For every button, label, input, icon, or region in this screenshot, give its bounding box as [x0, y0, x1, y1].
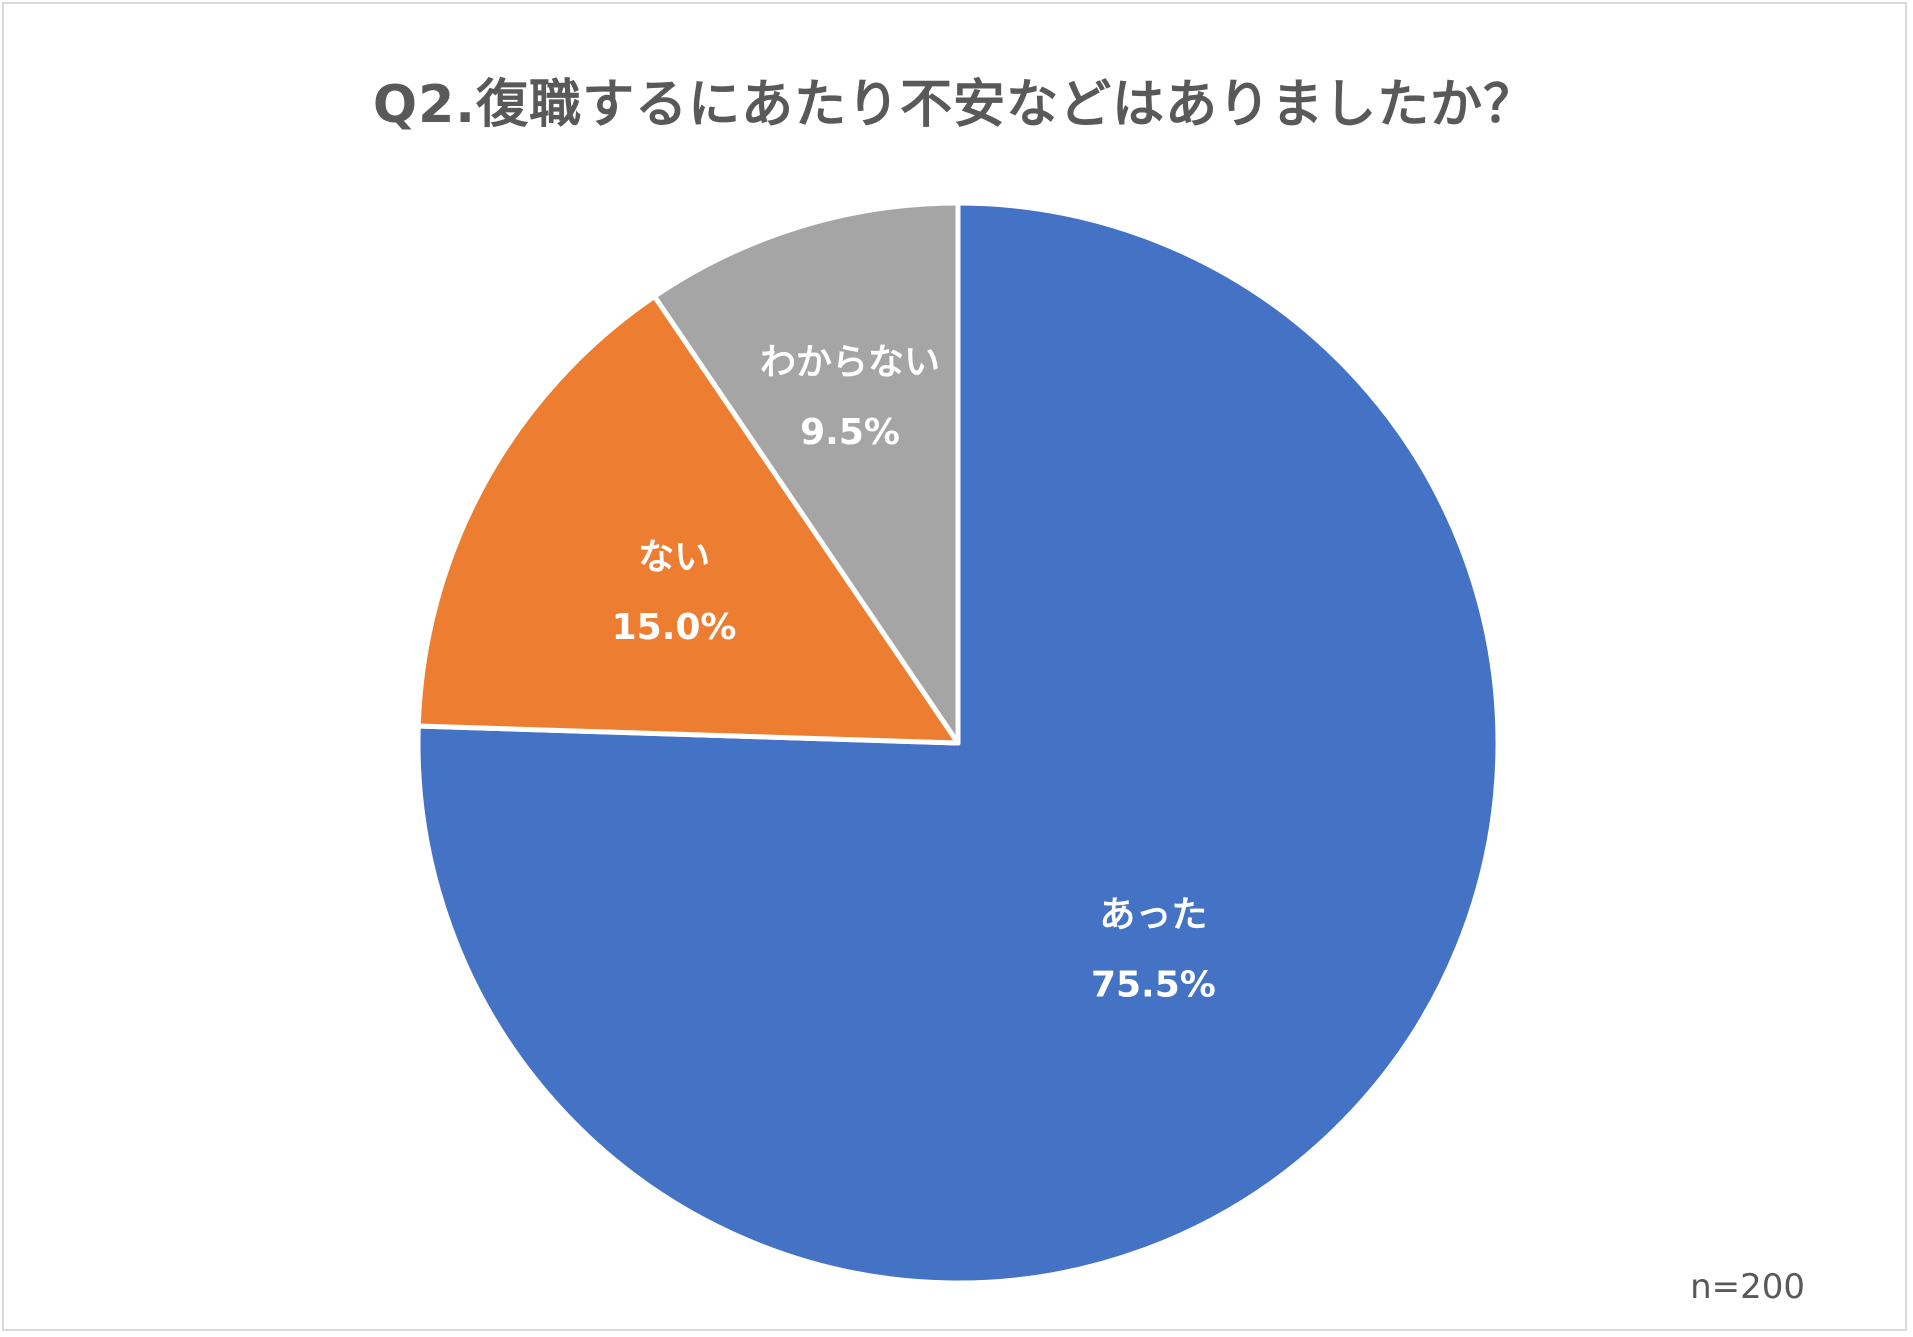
sample-size-note: n=200	[1690, 1267, 1805, 1307]
pie-labels: あった 75.5% ない 15.0% わからない 9.5%	[612, 342, 1216, 1006]
slice-category-label-2: わからない	[760, 342, 940, 383]
slice-value-label-0: 75.5%	[1091, 965, 1216, 1006]
slice-category-label-1: ない	[638, 537, 710, 578]
chart-title: Q2.復職するにあたり不安などはありましたか？	[372, 75, 1537, 135]
pie-slices	[415, 200, 1501, 1286]
pie-slice-1	[415, 293, 961, 746]
slice-value-label-1: 15.0%	[612, 607, 737, 648]
slice-category-label-0: あった	[1099, 895, 1207, 936]
pie-slice-2	[651, 200, 961, 746]
slice-value-label-2: 9.5%	[800, 412, 900, 453]
